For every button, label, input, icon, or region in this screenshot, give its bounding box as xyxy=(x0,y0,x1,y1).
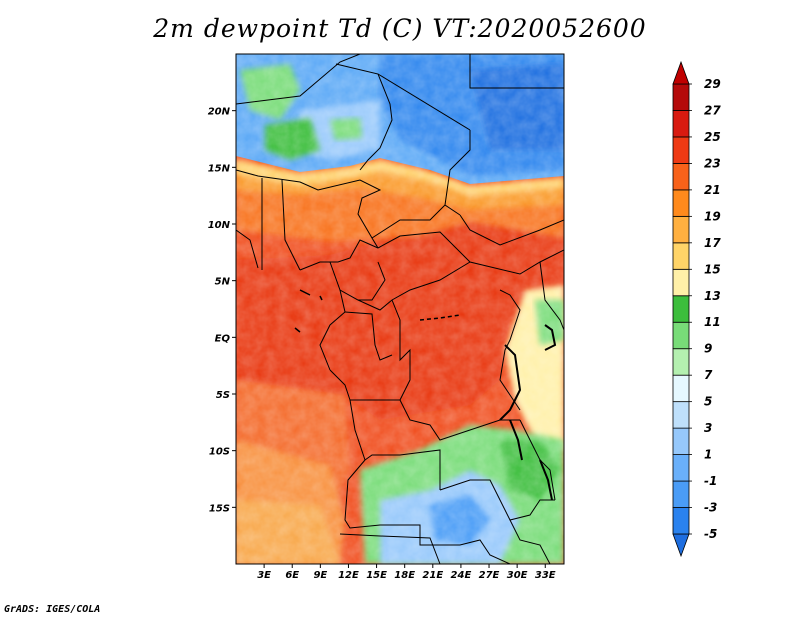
dewpoint-field xyxy=(236,54,564,564)
boundary-18 xyxy=(391,299,411,401)
boundary-22 xyxy=(349,399,441,490)
colorbar-label: 19 xyxy=(704,209,721,223)
boundary-3 xyxy=(377,73,471,131)
lat-tick-label: 10S xyxy=(209,447,230,458)
colorbar-label: 25 xyxy=(704,130,721,144)
colorbar-label: 3 xyxy=(704,421,712,435)
colorbar-swatch xyxy=(672,215,690,244)
lon-tick-label: 30E xyxy=(507,570,528,581)
colorbar-swatch xyxy=(672,480,690,508)
lon-tick-label: 33E xyxy=(535,570,556,581)
lat-tick-label: 5N xyxy=(215,277,231,288)
colorbar-swatch xyxy=(672,401,690,429)
lon-tick-label: 24E xyxy=(451,570,472,581)
boundary-4 xyxy=(469,54,564,89)
colorbar-bottom-arrow xyxy=(672,533,690,558)
colorbar-swatch xyxy=(672,189,690,217)
colorbar-swatch xyxy=(672,136,690,164)
boundary-13 xyxy=(459,214,564,246)
lake-victoria xyxy=(544,324,557,351)
longitude-axis: 3E 6E 9E 12E 15E 18E 21E 24E 27E 30E 33E xyxy=(257,564,556,581)
boundary-14 xyxy=(329,261,471,311)
lat-tick-label: 5S xyxy=(216,390,230,401)
lon-tick-label: 27E xyxy=(479,570,500,581)
boundary-6 xyxy=(236,169,382,249)
boundary-9 xyxy=(236,229,259,269)
colorbar-label: -1 xyxy=(704,474,717,488)
colorbar-label: 21 xyxy=(704,183,721,197)
colorbar-label: 29 xyxy=(704,77,721,91)
colorbar-label: 1 xyxy=(704,448,712,462)
colorbar-label: 27 xyxy=(704,103,721,117)
boundary-16 xyxy=(358,261,386,301)
lon-tick-label: 12E xyxy=(338,570,359,581)
lon-tick-label: 15E xyxy=(366,570,387,581)
colorbar-top-arrow xyxy=(672,60,690,85)
lon-tick-label: 6E xyxy=(285,570,299,581)
lat-tick-label: 15S xyxy=(209,503,230,514)
colorbar-swatch xyxy=(672,110,690,138)
lon-tick-label: 21E xyxy=(422,570,443,581)
coast-islands xyxy=(294,289,323,333)
colorbar-swatch xyxy=(672,163,690,191)
colorbar-swatch xyxy=(672,507,690,535)
boundary-24 xyxy=(439,479,555,521)
map-frame xyxy=(235,53,565,565)
colorbar-swatch xyxy=(672,454,690,482)
lon-tick-label: 3E xyxy=(257,570,271,581)
boundary-1 xyxy=(236,54,361,105)
boundary-20 xyxy=(539,261,564,331)
boundary-27 xyxy=(339,533,441,564)
boundary-7 xyxy=(371,204,446,239)
colorbar-label: 23 xyxy=(704,156,721,170)
colorbar-label: 5 xyxy=(704,395,712,409)
lake-tanganyika xyxy=(509,419,523,461)
latitude-axis: 20N 15N 10N 5N EQ 5S 10S 15S xyxy=(208,107,236,514)
colorbar-swatch xyxy=(672,268,690,297)
map-title: 2m dewpoint Td (C) VT:2020052600 xyxy=(153,14,647,43)
colorbar-label: 13 xyxy=(704,289,721,303)
colorbar-swatch xyxy=(672,427,690,455)
lat-tick-label: 10N xyxy=(208,220,231,231)
lake-malawi xyxy=(539,459,553,501)
lat-tick-label: 20N xyxy=(208,107,231,118)
colorbar-swatch xyxy=(672,242,690,270)
boundary-28 xyxy=(509,519,551,564)
colorbar-swatch xyxy=(672,295,690,323)
boundary-26 xyxy=(440,539,511,564)
boundary-11 xyxy=(299,239,379,271)
colorbar-label: 7 xyxy=(704,368,713,382)
colorbar-label: 15 xyxy=(704,262,721,276)
boundary-19 xyxy=(499,289,521,411)
field-texture xyxy=(236,54,564,564)
colorbar-label: 17 xyxy=(704,236,721,250)
colorbar-swatch xyxy=(672,348,690,376)
boundary-15 xyxy=(319,289,346,371)
colorbar-swatch xyxy=(672,374,690,403)
boundary-21 xyxy=(329,369,520,441)
boundary-5 xyxy=(444,130,471,216)
boundary-17 xyxy=(344,311,393,361)
lon-tick-label: 18E xyxy=(394,570,415,581)
colorbar-swatch xyxy=(672,321,690,350)
colorbar-swatch xyxy=(672,83,690,111)
boundary-10 xyxy=(281,179,301,271)
colorbar-label: 11 xyxy=(704,315,721,329)
lat-tick-label: EQ xyxy=(215,333,231,344)
colorbar-label: 9 xyxy=(704,342,712,356)
grads-credit: GrADS: IGES/COLA xyxy=(4,604,101,615)
colorbar-label: -5 xyxy=(704,527,717,541)
boundary-25 xyxy=(344,459,440,546)
colorbar-label: -3 xyxy=(704,501,717,515)
lat-tick-label: 15N xyxy=(208,163,231,174)
lon-tick-label: 9E xyxy=(313,570,327,581)
lake-boundary xyxy=(499,344,522,421)
country-boundaries xyxy=(236,54,564,564)
